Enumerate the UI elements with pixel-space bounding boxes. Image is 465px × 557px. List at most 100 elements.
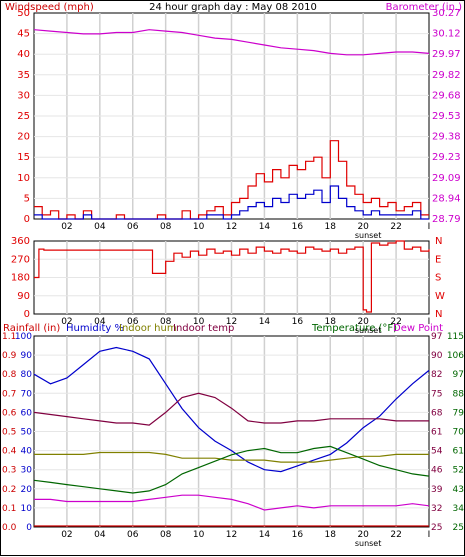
wind-y-tick: 15 [17,152,30,163]
x-tick-label: 14 [259,222,271,232]
x-tick-label: 18 [325,530,337,540]
x-tick-label: 02 [61,530,72,540]
x-tick-label: 08 [160,317,172,327]
direction-y-tick: 270 [11,254,30,265]
humidity-y-tick: 20 [21,485,33,495]
temp2-y-tick: 97 [453,370,464,380]
direction-compass-tick: S [435,273,441,284]
humidity-label: Humidity % [66,323,124,334]
rainfall-label: Rainfall (in) [3,323,60,334]
rain-y-tick: 0.1 [2,504,16,514]
temp2-y-tick: 70 [453,428,465,438]
x-tick-label: 16 [292,530,304,540]
baro-y-tick: 29.82 [432,70,461,81]
humidity-y-tick: 30 [21,466,33,476]
rain-y-tick: 0.9 [2,351,17,361]
direction-y-tick: 360 [11,236,30,247]
x-tick-label: 20 [357,222,369,232]
rain-y-tick: 0.2 [2,485,16,495]
baro-y-tick: 29.68 [432,90,461,101]
dew-point-label: Dew Point [393,323,443,334]
chart-title: 24 hour graph day : May 08 2010 [149,2,317,13]
temp-y-tick: 39 [431,485,443,495]
x-tick-label-last: I [428,222,431,232]
temp-y-tick: 90 [431,351,443,361]
direction-compass-tick: E [435,254,441,265]
sunset-label: sunset [355,231,382,240]
x-tick-label: 02 [61,317,72,327]
indoor-hum-label: Indoor hum [119,323,177,334]
rain-y-tick: 0.7 [2,389,16,399]
wind-y-tick: 5 [24,193,30,204]
x-tick-label: 06 [127,222,139,232]
indoor-humidity-series [34,451,429,463]
baro-y-tick: 29.38 [432,132,461,143]
x-tick-label: 12 [226,222,237,232]
humidity-series [33,346,430,473]
x-tick-label: 20 [357,317,369,327]
baro-y-tick: 28.94 [432,193,461,204]
x-tick-label: 18 [325,317,337,327]
rain-y-tick: 0.6 [2,408,17,418]
wind-y-tick: 45 [17,29,30,40]
baro-y-tick: 30.12 [432,29,461,40]
wind-y-tick: 50 [17,8,30,19]
barometer-axis-label: Barometer (in.) [386,2,462,13]
temp-y-tick: 75 [431,389,442,399]
temp-y-tick: 32 [431,504,442,514]
temp-y-tick: 54 [431,447,443,457]
temp2-y-tick: 79 [453,408,465,418]
baro-y-tick: 29.23 [432,152,461,163]
temp2-y-tick: 88 [453,389,465,399]
wind-average-series [34,185,429,220]
temp2-y-tick: 115 [447,332,464,342]
wind-y-tick: 30 [17,90,30,101]
baro-y-tick: 28.79 [432,214,461,225]
humidity-y-tick: 70 [21,389,33,399]
rain-y-tick: 0.0 [2,523,17,533]
baro-y-tick: 29.97 [432,49,461,60]
rain-y-tick: 0.4 [2,447,17,457]
x-tick-label: 10 [193,530,205,540]
x-tick-label: 20 [357,530,369,540]
temp-y-tick: 68 [431,408,443,418]
temp2-y-tick: 25 [453,523,464,533]
humidity-y-tick: 50 [21,428,33,438]
direction-compass-tick: W [435,291,445,302]
x-tick-label: 06 [127,317,139,327]
x-tick-label: 22 [390,530,401,540]
x-tick-label: 10 [193,222,205,232]
dew-point-series [34,494,430,511]
x-tick-label: 12 [226,530,237,540]
indoor-temp-series [33,392,429,426]
x-tick-label: 14 [259,530,271,540]
humidity-y-tick: 0 [26,523,32,533]
temp2-y-tick: 43 [453,485,464,495]
indoor-temp-label: Indoor temp [173,323,234,334]
barometer-series [33,29,430,56]
humidity-y-tick: 90 [21,351,33,361]
x-tick-label: 08 [160,222,172,232]
baro-y-tick: 29.09 [432,173,461,184]
direction-compass-tick: N [435,236,442,247]
temp-y-tick: 46 [431,466,443,476]
rain-y-tick: 0.8 [2,370,17,380]
sunset-label: sunset [355,539,382,548]
x-tick-label: 22 [390,222,401,232]
wind-y-tick: 10 [17,173,30,184]
wind-direction-series [34,240,430,313]
baro-y-tick: 30.27 [432,8,461,19]
rain-y-tick: 0.3 [2,466,16,476]
x-tick-label: 06 [127,530,139,540]
temperature-series [33,445,430,494]
sunset-label: sunset [355,326,382,335]
x-tick-label: 18 [325,222,337,232]
humidity-y-tick: 10 [21,504,33,514]
x-tick-label: 02 [61,222,72,232]
temp-y-tick: 97 [431,332,442,342]
baro-y-tick: 29.53 [432,111,461,122]
x-tick-label: 16 [292,222,304,232]
x-tick-label: 14 [259,317,271,327]
